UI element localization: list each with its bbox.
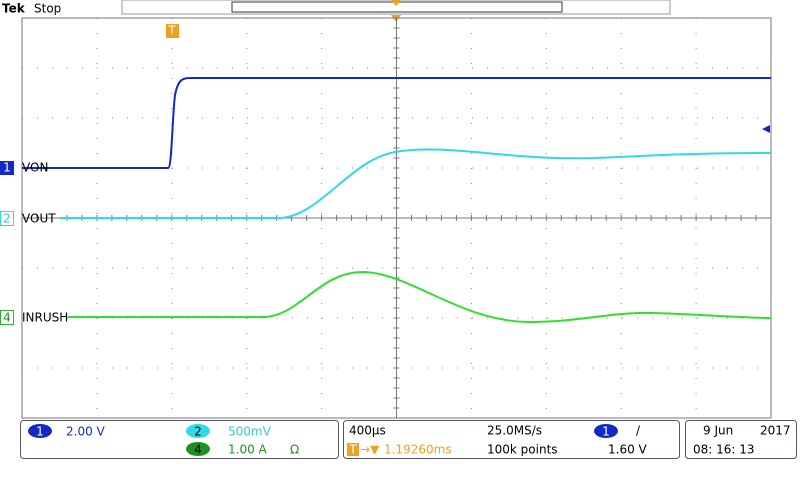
ch1-number: 1	[3, 161, 11, 175]
delay-icon-letter: T	[348, 443, 357, 457]
record-view	[121, 0, 671, 15]
ch4-scale: 1.00 A	[228, 443, 268, 457]
waveform-von	[22, 77, 771, 169]
date-day: 9 Jun	[703, 424, 733, 438]
date-panel	[685, 420, 797, 459]
ch1-label: VON	[22, 161, 48, 175]
ch2-label: VOUT	[22, 212, 56, 226]
ch1-scale: 2.00 V	[66, 425, 106, 439]
brand: Tek	[2, 2, 26, 16]
ch2-scale: 500mV	[228, 425, 272, 439]
trigger-level-marker	[762, 125, 770, 133]
ch4-badge-number: 4	[194, 443, 202, 457]
trigger-level: 1.60 V	[608, 443, 648, 457]
ch4-number: 4	[3, 311, 11, 325]
ch1-marker	[0, 161, 14, 175]
delay-arrow: →▼	[360, 443, 380, 457]
waveform-inrush	[68, 270, 772, 324]
channel-panel	[20, 420, 339, 459]
ch2-badge	[186, 424, 210, 438]
date-time: 08: 16: 13	[693, 443, 755, 457]
delay-icon	[347, 443, 359, 456]
ch2-number: 2	[3, 212, 11, 226]
ch2-badge-number: 2	[194, 425, 202, 439]
ch4-marker	[0, 310, 14, 325]
ch4-coupling: Ω	[290, 443, 299, 457]
trigger-pos-top	[391, 0, 401, 6]
waveform-vout	[60, 148, 772, 219]
ch2-marker	[0, 211, 14, 226]
ch1-badge-number: 1	[36, 425, 44, 439]
ch1-badge	[28, 424, 52, 438]
graticule-frame	[21, 17, 772, 419]
trigger-marker: T	[167, 24, 176, 38]
record-length: 100k points	[487, 443, 558, 457]
trigger-source-badge	[594, 424, 618, 438]
sample-rate: 25.0MS/s	[487, 424, 542, 438]
trigger-slope: /	[636, 424, 641, 438]
status: Stop	[34, 2, 61, 16]
delay: 1.19260ms	[384, 443, 452, 457]
trigger-source: 1	[602, 425, 610, 439]
ch4-label: INRUSH	[22, 311, 68, 325]
timebase-scale: 400µs	[349, 424, 386, 438]
ch4-badge	[186, 442, 210, 456]
trigger-marker-box	[166, 24, 179, 38]
date-year: 2017	[760, 424, 791, 438]
